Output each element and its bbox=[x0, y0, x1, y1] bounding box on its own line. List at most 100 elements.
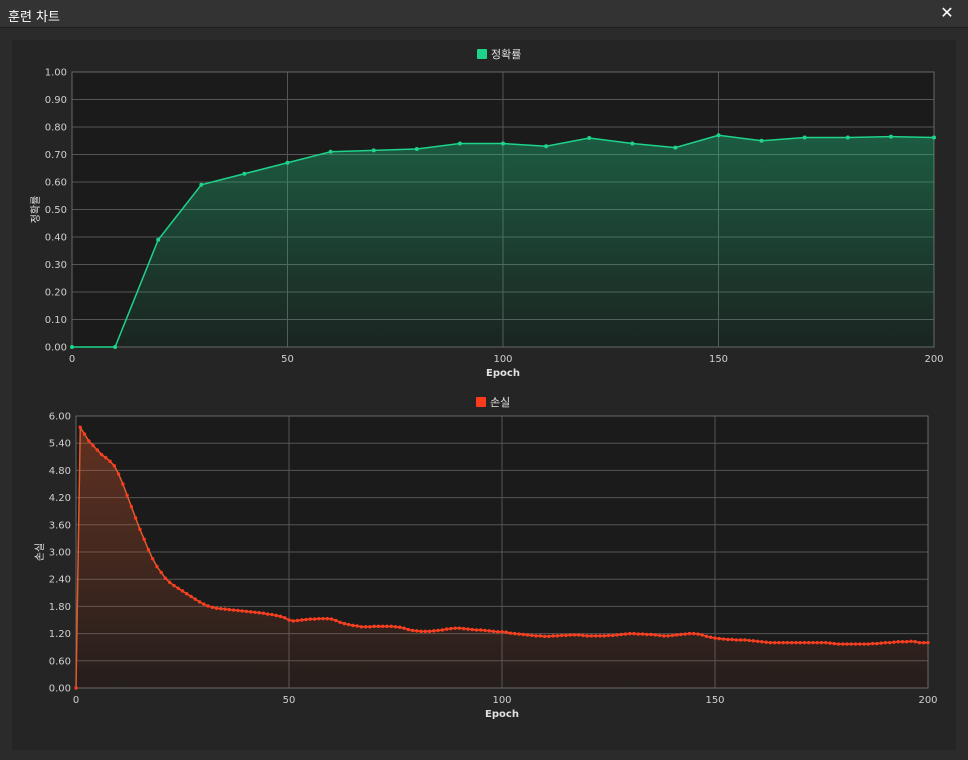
x-tick-label: 100 bbox=[492, 695, 511, 706]
title-bar: 훈련 차트 ✕ bbox=[0, 0, 968, 28]
x-tick-label: 200 bbox=[924, 354, 943, 365]
data-point bbox=[240, 609, 244, 613]
data-point bbox=[381, 624, 385, 629]
data-point bbox=[406, 627, 410, 632]
data-point bbox=[363, 625, 368, 629]
data-point bbox=[653, 633, 658, 637]
data-point bbox=[513, 631, 517, 636]
data-point bbox=[858, 642, 862, 646]
data-point bbox=[909, 639, 913, 644]
data-point bbox=[542, 634, 547, 639]
data-point bbox=[287, 618, 291, 622]
data-point bbox=[755, 639, 760, 644]
data-point bbox=[619, 632, 623, 637]
data-point bbox=[764, 640, 768, 644]
data-point bbox=[410, 628, 415, 633]
x-tick-label: 100 bbox=[493, 354, 512, 365]
data-point bbox=[223, 607, 227, 611]
data-point bbox=[474, 628, 479, 632]
x-axis-label: Epoch bbox=[485, 709, 519, 720]
data-point bbox=[328, 149, 333, 154]
data-point bbox=[717, 636, 721, 641]
data-point bbox=[227, 607, 232, 612]
data-point bbox=[156, 237, 161, 242]
data-point bbox=[312, 617, 317, 621]
data-point bbox=[789, 640, 794, 645]
data-point bbox=[274, 613, 278, 618]
data-point bbox=[291, 619, 295, 623]
data-point bbox=[747, 638, 751, 643]
data-point bbox=[544, 144, 549, 149]
data-point bbox=[807, 640, 811, 645]
data-point bbox=[113, 345, 118, 349]
data-point bbox=[926, 640, 930, 645]
data-point bbox=[794, 640, 798, 645]
y-axis-label: 손실 bbox=[34, 543, 46, 561]
data-point bbox=[704, 634, 709, 639]
y-tick-label: 0.10 bbox=[45, 315, 67, 326]
data-point bbox=[231, 608, 236, 612]
data-point bbox=[615, 633, 619, 637]
data-point bbox=[602, 634, 606, 638]
data-point bbox=[461, 626, 466, 631]
y-tick-label: 0.00 bbox=[49, 684, 71, 695]
data-point bbox=[521, 632, 525, 637]
data-point bbox=[636, 632, 641, 636]
data-point bbox=[479, 628, 483, 632]
data-point bbox=[913, 640, 917, 644]
data-point bbox=[491, 629, 496, 634]
data-point bbox=[559, 633, 564, 638]
close-icon[interactable]: ✕ bbox=[940, 3, 954, 22]
data-point bbox=[199, 182, 204, 187]
y-tick-label: 0.20 bbox=[45, 288, 67, 299]
data-point bbox=[743, 638, 747, 642]
data-point bbox=[892, 640, 896, 644]
data-point bbox=[887, 640, 892, 645]
data-point bbox=[82, 432, 87, 436]
data-point bbox=[576, 633, 581, 637]
data-point bbox=[585, 634, 589, 638]
y-tick-label: 3.00 bbox=[49, 548, 71, 559]
data-point bbox=[730, 637, 734, 642]
x-tick-label: 50 bbox=[283, 695, 296, 706]
data-point bbox=[798, 640, 802, 645]
data-point bbox=[721, 637, 726, 641]
data-point bbox=[932, 135, 936, 140]
data-point bbox=[219, 606, 223, 611]
data-point bbox=[594, 634, 598, 638]
legend-label: 정확률 bbox=[491, 48, 521, 61]
data-point bbox=[496, 630, 500, 634]
data-point bbox=[104, 456, 108, 460]
data-point bbox=[760, 640, 764, 644]
legend-label: 손실 bbox=[490, 396, 510, 409]
data-point bbox=[304, 617, 308, 622]
data-point bbox=[640, 632, 645, 636]
data-point bbox=[325, 616, 330, 621]
data-point bbox=[845, 642, 849, 646]
y-tick-label: 0.60 bbox=[45, 178, 67, 189]
data-point bbox=[346, 622, 351, 627]
data-point bbox=[466, 627, 470, 631]
data-point bbox=[781, 640, 785, 645]
data-point bbox=[692, 631, 696, 636]
data-point bbox=[432, 629, 436, 633]
x-tick-label: 50 bbox=[281, 354, 294, 365]
data-point bbox=[738, 638, 743, 642]
data-point bbox=[457, 626, 462, 630]
data-point bbox=[568, 633, 572, 637]
y-tick-label: 0.30 bbox=[45, 260, 67, 271]
y-tick-label: 0.00 bbox=[45, 343, 67, 354]
data-point bbox=[815, 640, 819, 645]
data-point bbox=[329, 617, 334, 621]
data-point bbox=[598, 634, 602, 638]
data-point bbox=[470, 627, 474, 632]
data-point bbox=[210, 605, 215, 610]
data-point bbox=[900, 640, 905, 644]
data-point bbox=[338, 620, 342, 624]
x-tick-label: 150 bbox=[709, 354, 728, 365]
x-tick-label: 200 bbox=[918, 695, 937, 706]
data-point bbox=[371, 148, 376, 153]
data-point bbox=[125, 493, 129, 498]
y-tick-label: 0.90 bbox=[45, 95, 67, 106]
x-tick-label: 150 bbox=[705, 695, 724, 706]
